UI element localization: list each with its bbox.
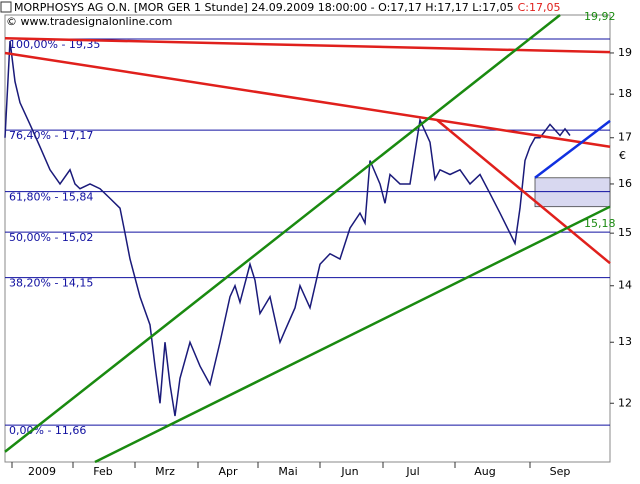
fib-label: 100,00% - 19,35 [9, 38, 100, 51]
y-tick-label: 12 [618, 396, 632, 409]
annotation: 19,92 [584, 10, 616, 23]
y-tick-label: 16 [618, 177, 632, 190]
fib-label: 0,00% - 11,66 [9, 424, 86, 437]
y-tick-label: 13 [618, 335, 632, 348]
y-tick-label: 17 [618, 131, 632, 144]
title-text: MORPHOSYS AG O.N. [MOR GER 1 Stunde] 24.… [14, 1, 514, 14]
fib-label: 38,20% - 14,15 [9, 277, 93, 290]
trendline [4, 51, 611, 149]
x-tick-label: Aug [474, 465, 495, 478]
fib-label: 76,40% - 17,17 [9, 129, 93, 142]
y-tick-label: 18 [618, 87, 632, 100]
price-line [4, 40, 571, 417]
x-tick-label: Jun [340, 465, 358, 478]
y-axis-label: € [619, 149, 626, 162]
fib-label: 50,00% - 15,02 [9, 231, 93, 244]
menu-icon [0, 1, 12, 13]
trendline [436, 119, 611, 265]
x-tick-label: Jul [405, 465, 419, 478]
annotation: 15,18 [584, 217, 616, 230]
trendline [94, 205, 611, 464]
y-tick-label: 15 [618, 226, 632, 239]
trendline [534, 119, 611, 179]
x-tick-label: Mai [278, 465, 297, 478]
y-tick-label: 14 [618, 279, 632, 292]
x-tick-label: Feb [93, 465, 112, 478]
x-tick-label: Sep [550, 465, 571, 478]
trendline [4, 14, 561, 453]
trendline [4, 37, 611, 54]
chart-title: MORPHOSYS AG O.N. [MOR GER 1 Stunde] 24.… [14, 1, 560, 14]
zone-box [534, 177, 611, 208]
y-tick-label: 19 [618, 46, 632, 59]
fib-label: 61,80% - 15,84 [9, 191, 93, 204]
close-label: C:17,05 [518, 1, 561, 14]
source: © www.tradesignalonline.com [6, 15, 172, 28]
x-tick-label: Mrz [155, 465, 175, 478]
x-tick-label: Apr [218, 465, 238, 478]
plot-frame [4, 14, 611, 463]
x-tick-label: 2009 [28, 465, 56, 478]
